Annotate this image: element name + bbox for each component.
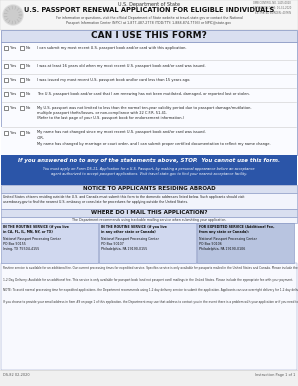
Bar	[1, 30, 297, 42]
Bar	[20, 64, 24, 68]
Bar	[20, 78, 24, 81]
Text: DS-82 02-2020: DS-82 02-2020	[3, 373, 30, 377]
Text: National Passport Processing Center
PO Box 90107
Philadelphia, PA 19190-0155: National Passport Processing Center PO B…	[101, 237, 159, 251]
Bar	[1, 217, 297, 223]
Text: WHERE DO I MAIL THIS APPLICATION?: WHERE DO I MAIL THIS APPLICATION?	[91, 210, 207, 215]
Bar	[4, 131, 7, 134]
Text: If you choose to provide your email address in Item #9 on page 1 of this applica: If you choose to provide your email addr…	[3, 300, 298, 304]
Bar	[4, 46, 7, 49]
Bar	[20, 131, 24, 134]
Text: The Department recommends using trackable mailing service when submitting your a: The Department recommends using trackabl…	[72, 218, 226, 222]
Text: Yes: Yes	[10, 92, 16, 96]
Bar	[1, 223, 98, 263]
Text: My name has not changed since my most recent U.S. passport book and/or card was : My name has not changed since my most re…	[37, 130, 206, 134]
Text: OMB CONTROL NO. 1405-0020
EXPIRATION DATE: 01-31-2020
ESTIMATED BURDEN: 40 MIN: OMB CONTROL NO. 1405-0020 EXPIRATION DAT…	[253, 1, 291, 15]
Text: No: No	[26, 131, 31, 135]
Text: You must apply on Form DS-11, Application for a U.S. Passport, by making a perso: You must apply on Form DS-11, Applicatio…	[43, 167, 255, 176]
Text: For information or questions, visit the official Department of State website at : For information or questions, visit the …	[55, 16, 243, 25]
Text: National Passport Processing Center
PO Box 90155
Irving, TX 75504-4155: National Passport Processing Center PO B…	[3, 237, 61, 251]
Text: Yes: Yes	[10, 64, 16, 68]
Text: No: No	[26, 78, 31, 82]
Bar	[4, 106, 7, 110]
Text: IN THE ROUTINE SERVICE (if you live
in CA, FL, IL, MN, NY, or TX): IN THE ROUTINE SERVICE (if you live in C…	[3, 225, 69, 234]
Bar	[197, 223, 294, 263]
Text: FOR EXPEDITED SERVICE (Additional Fee,
from any state or Canada):: FOR EXPEDITED SERVICE (Additional Fee, f…	[199, 225, 274, 234]
Bar	[4, 92, 7, 95]
Circle shape	[3, 5, 23, 25]
Text: My name has changed by marriage or court order, and I can submit proper certifie: My name has changed by marriage or court…	[37, 142, 271, 146]
Text: -OR-: -OR-	[37, 136, 45, 140]
Text: Instruction Page 1 of 1: Instruction Page 1 of 1	[254, 373, 295, 377]
Text: NOTICE TO APPLICANTS RESIDING ABROAD: NOTICE TO APPLICANTS RESIDING ABROAD	[83, 186, 215, 191]
Text: If you answered no to any of the statements above, STOP.  You cannot use this fo: If you answered no to any of the stateme…	[18, 158, 280, 163]
Text: No: No	[26, 92, 31, 96]
Text: Routine service is available for an additional fee. Our current processing times: Routine service is available for an addi…	[3, 266, 298, 270]
Text: IN THE ROUTINE SERVICE (if you live
in any other state or Canada): IN THE ROUTINE SERVICE (if you live in a…	[101, 225, 167, 234]
Text: United States citizens residing outside the U.S. and Canada must submit this for: United States citizens residing outside …	[3, 195, 244, 204]
Text: I was issued my most recent U.S. passport book and/or card less than 15 years ag: I was issued my most recent U.S. passpor…	[37, 78, 190, 81]
Bar	[1, 42, 297, 155]
Bar	[4, 78, 7, 81]
Text: National Passport Processing Center
PO Box 90106
Philadelphia, PA 19190-0106: National Passport Processing Center PO B…	[199, 237, 257, 251]
Bar	[1, 127, 297, 155]
Bar	[4, 64, 7, 68]
Bar	[1, 209, 297, 217]
Text: Yes: Yes	[10, 46, 16, 50]
Text: Yes: Yes	[10, 106, 16, 110]
Circle shape	[4, 6, 22, 24]
Bar	[99, 223, 196, 263]
Bar	[20, 106, 24, 110]
Text: U.S. PASSPORT RENEWAL APPLICATION FOR ELIGIBLE INDIVIDUALS: U.S. PASSPORT RENEWAL APPLICATION FOR EL…	[24, 7, 274, 13]
Text: I can submit my most recent U.S. passport book and/or card with this application: I can submit my most recent U.S. passpor…	[37, 46, 187, 49]
Text: No: No	[26, 64, 31, 68]
Bar	[0, 370, 298, 386]
Bar	[1, 155, 297, 185]
Text: I was at least 16 years old when my most recent U.S. passport book and/or card w: I was at least 16 years old when my most…	[37, 64, 206, 68]
Bar	[1, 263, 297, 370]
Text: The U.S. passport book and/or card that I am renewing has not been mutilated, da: The U.S. passport book and/or card that …	[37, 91, 250, 95]
Text: Yes: Yes	[10, 78, 16, 82]
Bar	[1, 185, 297, 193]
Text: U.S. Department of State: U.S. Department of State	[118, 2, 180, 7]
Bar	[1, 193, 297, 209]
Text: No: No	[26, 106, 31, 110]
Bar	[20, 46, 24, 49]
Text: My U.S. passport was not limited to less than the normal ten-year validity perio: My U.S. passport was not limited to less…	[37, 105, 252, 120]
Text: Yes: Yes	[10, 131, 16, 135]
Text: NOTE: To avoid normal processing time for expedited applications, the Department: NOTE: To avoid normal processing time fo…	[3, 288, 298, 291]
Bar	[0, 0, 298, 30]
Bar	[20, 92, 24, 95]
Text: CAN I USE THIS FORM?: CAN I USE THIS FORM?	[91, 31, 207, 40]
Text: 1-2 Day Delivery: Available for an additional fee. This service is only availabl: 1-2 Day Delivery: Available for an addit…	[3, 279, 293, 283]
Text: No: No	[26, 46, 31, 50]
